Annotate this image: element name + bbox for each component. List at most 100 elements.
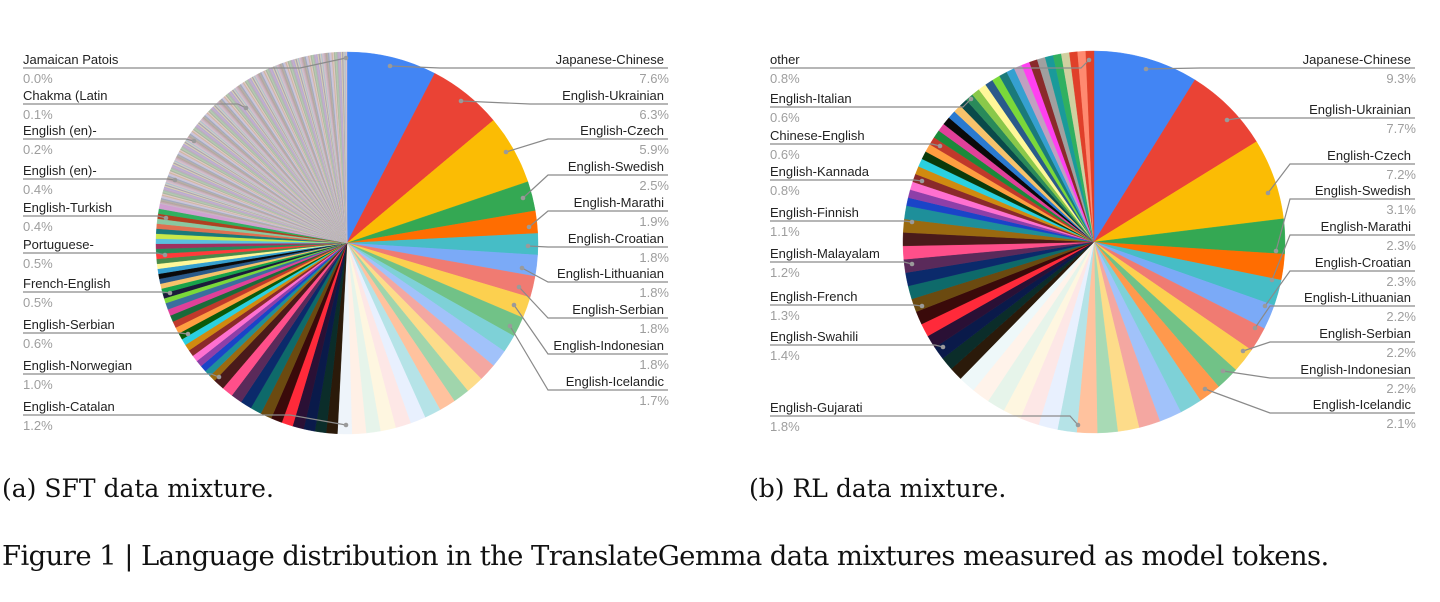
slice-label: English-Catalan (23, 399, 115, 414)
slice-percent: 2.2% (1386, 381, 1416, 396)
slice-percent: 0.8% (770, 71, 800, 86)
leader-dot (162, 252, 168, 258)
leader-line (505, 138, 668, 153)
leader-line (770, 344, 944, 348)
slice-label: English-Swahili (770, 329, 859, 344)
slice-label: English-Czech (1327, 148, 1411, 163)
slice-percent: 0.0% (23, 71, 53, 86)
slice-percent: 1.3% (770, 308, 800, 323)
leader-dot (940, 344, 946, 350)
leader-line (1145, 67, 1415, 70)
slice-percent: 2.3% (1386, 238, 1416, 253)
leader-dot (1202, 386, 1208, 392)
slice-label: English-Swedish (567, 159, 664, 174)
leader-line (23, 138, 195, 142)
leader-dot (511, 302, 517, 308)
leader-dot (526, 224, 532, 230)
rl-pie-chart-panel: Japanese-Chinese 9.3% English-Ukrainian 7.7… (740, 0, 1440, 450)
leader-dot (1224, 117, 1230, 123)
leader-dot (1143, 66, 1149, 72)
slice-percent: 0.6% (770, 147, 800, 162)
slice-percent: 2.5% (639, 178, 669, 193)
leader-line (1271, 234, 1415, 281)
leader-line (23, 57, 347, 69)
leader-line (770, 143, 941, 147)
slice-percent: 7.7% (1386, 121, 1416, 136)
slice-percent: 0.2% (23, 142, 53, 157)
slice-label: Japanese-Chinese (1302, 52, 1411, 67)
leader-dot (516, 284, 522, 290)
leader-line (1204, 388, 1415, 414)
leader-dot (919, 178, 925, 184)
slice-percent: 0.5% (23, 295, 53, 310)
slice-percent: 1.7% (639, 393, 669, 408)
slice-label: Chakma (Latin (23, 88, 108, 103)
slice-label: Japanese-Chinese (555, 52, 664, 67)
slice-percent: 9.3% (1386, 71, 1416, 86)
rl-pie-chart (770, 50, 1415, 434)
leader-line (1222, 370, 1415, 379)
slice-label: Jamaican Patois (23, 52, 119, 67)
slice-label: English-Ukrainian (562, 88, 664, 103)
slice-percent: 1.8% (639, 321, 669, 336)
subfigure-caption-a: (a) SFT data mixture. (2, 474, 274, 503)
slice-label: Portuguese- (23, 237, 94, 252)
slice-label: English-Swedish (1314, 183, 1411, 198)
slice-percent: 1.2% (23, 418, 53, 433)
slice-percent: 1.1% (770, 224, 800, 239)
leader-line (770, 415, 1079, 426)
leader-line (509, 325, 668, 391)
leader-dot (525, 243, 531, 249)
leader-line (770, 261, 913, 265)
slice-percent: 1.2% (770, 265, 800, 280)
leader-dot (458, 98, 464, 104)
slice-label: English-Serbian (572, 302, 664, 317)
slice-label: English-Marathi (1320, 219, 1411, 234)
slice-label: English-Serbian (1319, 326, 1411, 341)
leader-dot (1262, 303, 1268, 309)
leader-line (23, 414, 347, 426)
leader-dot (172, 177, 178, 183)
leader-line (770, 220, 913, 223)
pie-slice (1085, 50, 1095, 243)
pie-slice (345, 51, 348, 244)
subfigure-caption-b: (b) RL data mixture. (749, 474, 1007, 503)
leader-line (23, 291, 171, 294)
slice-percent: 0.1% (23, 107, 53, 122)
leader-dot (216, 374, 222, 380)
slice-label: English-Czech (580, 123, 664, 138)
leader-dot (1265, 190, 1271, 196)
leader-line (23, 215, 167, 219)
slice-percent: 5.9% (639, 142, 669, 157)
leader-dot (191, 138, 197, 144)
sft-pie-chart (23, 51, 668, 435)
slice-label: English-Finnish (770, 205, 859, 220)
slice-percent: 0.8% (770, 183, 800, 198)
leader-line (522, 174, 668, 199)
leader-line (23, 332, 189, 335)
slice-label: English-Serbian (23, 317, 115, 332)
leader-dot (919, 303, 925, 309)
slice-percent: 1.4% (770, 348, 800, 363)
leader-dot (937, 143, 943, 149)
slice-percent: 0.4% (23, 182, 53, 197)
slice-label: English-Icelandic (565, 374, 664, 389)
leader-dot (1075, 422, 1081, 428)
leader-line (770, 179, 923, 182)
leader-line (770, 59, 1090, 69)
leader-line (1267, 163, 1415, 194)
slice-percent: 2.2% (1386, 345, 1416, 360)
slice-label: English-Indonesian (553, 338, 664, 353)
leader-dot (1273, 248, 1279, 254)
leader-dot (503, 149, 509, 155)
leader-line (1275, 198, 1415, 252)
slice-percent: 2.1% (1386, 416, 1416, 431)
leader-dot (1086, 57, 1092, 63)
leader-line (1254, 305, 1415, 329)
leader-dot (1269, 277, 1275, 283)
leader-dot (343, 422, 349, 428)
leader-line (527, 245, 668, 248)
slice-label: English-Marathi (573, 195, 664, 210)
leader-line (770, 304, 923, 307)
slice-percent: 1.8% (770, 419, 800, 434)
